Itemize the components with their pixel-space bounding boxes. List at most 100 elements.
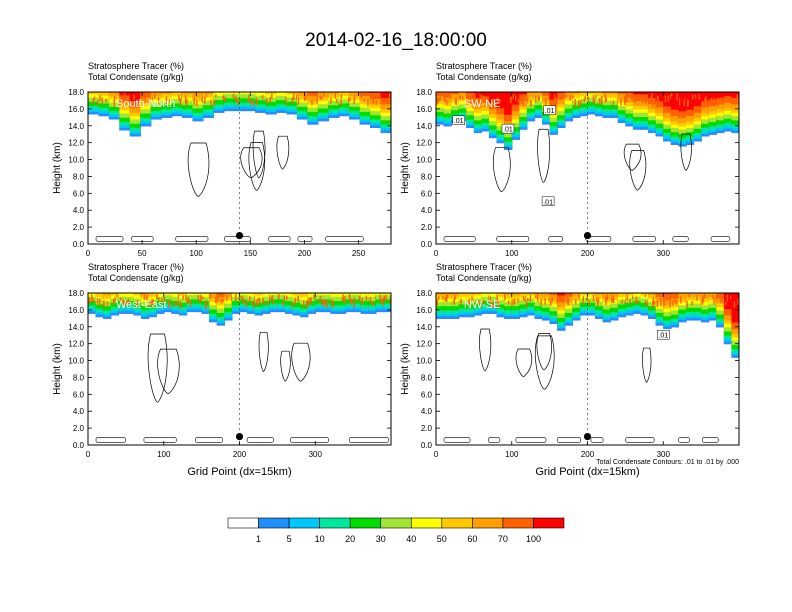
tracer-streak — [537, 94, 540, 101]
x-tick-label: 100 — [157, 450, 171, 459]
tracer-band — [595, 92, 604, 96]
tracer-streak — [517, 98, 520, 103]
tracer-streak — [92, 98, 95, 105]
tracer-streak — [322, 299, 325, 305]
tracer-band — [648, 309, 657, 314]
tracer-band — [209, 313, 218, 318]
tracer-band — [307, 95, 319, 101]
tracer-streak — [381, 297, 384, 306]
tracer-streak — [443, 96, 446, 102]
tracer-band — [245, 76, 256, 82]
tracer-band — [595, 284, 603, 290]
tracer-streak — [379, 294, 381, 298]
tracer-streak — [319, 95, 322, 100]
tracer-streak — [544, 298, 546, 305]
tracer-band — [473, 306, 483, 311]
y-axis-label: Height (km) — [400, 142, 411, 194]
tracer-band — [723, 326, 733, 332]
tracer-band — [617, 119, 626, 123]
tracer-band — [141, 305, 150, 311]
tracer-band — [625, 105, 634, 110]
y-tick-label: 2.0 — [73, 223, 85, 232]
tracer-band — [317, 108, 329, 113]
tracer-streak — [698, 96, 701, 100]
tracer-streak — [733, 301, 736, 308]
tracer-band — [156, 296, 165, 302]
tracer-band — [587, 293, 596, 296]
tracer-streak — [634, 99, 636, 104]
tracer-band — [587, 111, 596, 115]
tracer-band — [349, 106, 361, 112]
tracer-streak — [436, 97, 439, 105]
tracer-band — [296, 113, 309, 117]
tracer-band — [595, 294, 604, 299]
y-tick-label: 10.0 — [416, 357, 432, 366]
tracer-band — [451, 298, 460, 302]
tracer-band — [731, 322, 739, 329]
tracer-streak — [560, 295, 562, 301]
tracer-band — [436, 115, 445, 120]
tracer-band — [458, 303, 467, 309]
tracer-streak — [144, 95, 146, 103]
tracer-band — [436, 301, 445, 307]
tracer-streak — [336, 98, 338, 104]
tracer-band — [443, 301, 452, 307]
tracer-band — [670, 309, 679, 315]
tracer-streak — [527, 98, 529, 104]
tracer-band — [202, 97, 214, 101]
contour-note: Total Condensate Contours: .01 to .01 by… — [596, 459, 739, 466]
tracer-band — [648, 108, 657, 113]
tracer-streak — [704, 294, 706, 299]
tracer-band — [489, 132, 498, 136]
tracer-band — [693, 117, 702, 122]
tracer-band — [663, 117, 672, 122]
panel-subtitle: Total Condensate (g/kg) — [436, 273, 532, 283]
tracer-streak — [713, 297, 715, 305]
tracer-band — [98, 110, 110, 114]
tracer-band — [292, 302, 301, 308]
tracer-streak — [215, 94, 217, 98]
tracer-band — [88, 92, 100, 95]
tracer-band — [489, 124, 498, 130]
tracer-band — [359, 115, 371, 120]
tracer-band — [182, 100, 194, 106]
tracer-band — [602, 313, 611, 318]
tracer-band — [640, 100, 649, 107]
tracer-streak — [123, 99, 126, 105]
tracer-streak — [222, 298, 224, 302]
tracer-band — [436, 313, 445, 317]
tracer-band — [150, 110, 162, 115]
tracer-band — [277, 293, 286, 296]
tracer-streak — [510, 96, 513, 103]
condensate-contour — [537, 128, 551, 183]
tracer-band — [602, 114, 611, 118]
tracer-band — [171, 92, 183, 96]
tracer-band — [481, 293, 490, 297]
tracer-band — [150, 92, 162, 96]
tracer-band — [496, 137, 505, 141]
tracer-band — [526, 97, 536, 101]
tracer-band — [216, 316, 225, 321]
tracer-streak — [482, 95, 484, 103]
tracer-band — [307, 103, 319, 108]
tracer-band — [436, 305, 445, 311]
tracer-band — [466, 299, 475, 305]
tracer-band — [178, 302, 188, 308]
tracer-band — [125, 293, 135, 297]
colorbar-swatch — [349, 517, 382, 529]
tracer-band — [451, 301, 460, 307]
tracer-band — [466, 308, 475, 313]
tracer-band — [308, 279, 316, 285]
tracer-streak — [453, 299, 455, 304]
tracer-streak — [349, 293, 351, 302]
tracer-band — [519, 311, 528, 315]
tracer-band — [685, 141, 695, 145]
tracer-band — [564, 115, 573, 119]
tracer-band — [262, 293, 271, 297]
tracer-streak — [222, 95, 224, 100]
tracer-band — [108, 113, 120, 117]
tracer-band — [451, 92, 460, 95]
tracer-band — [564, 112, 573, 117]
tracer-band — [458, 311, 467, 315]
tracer-band — [640, 298, 649, 303]
